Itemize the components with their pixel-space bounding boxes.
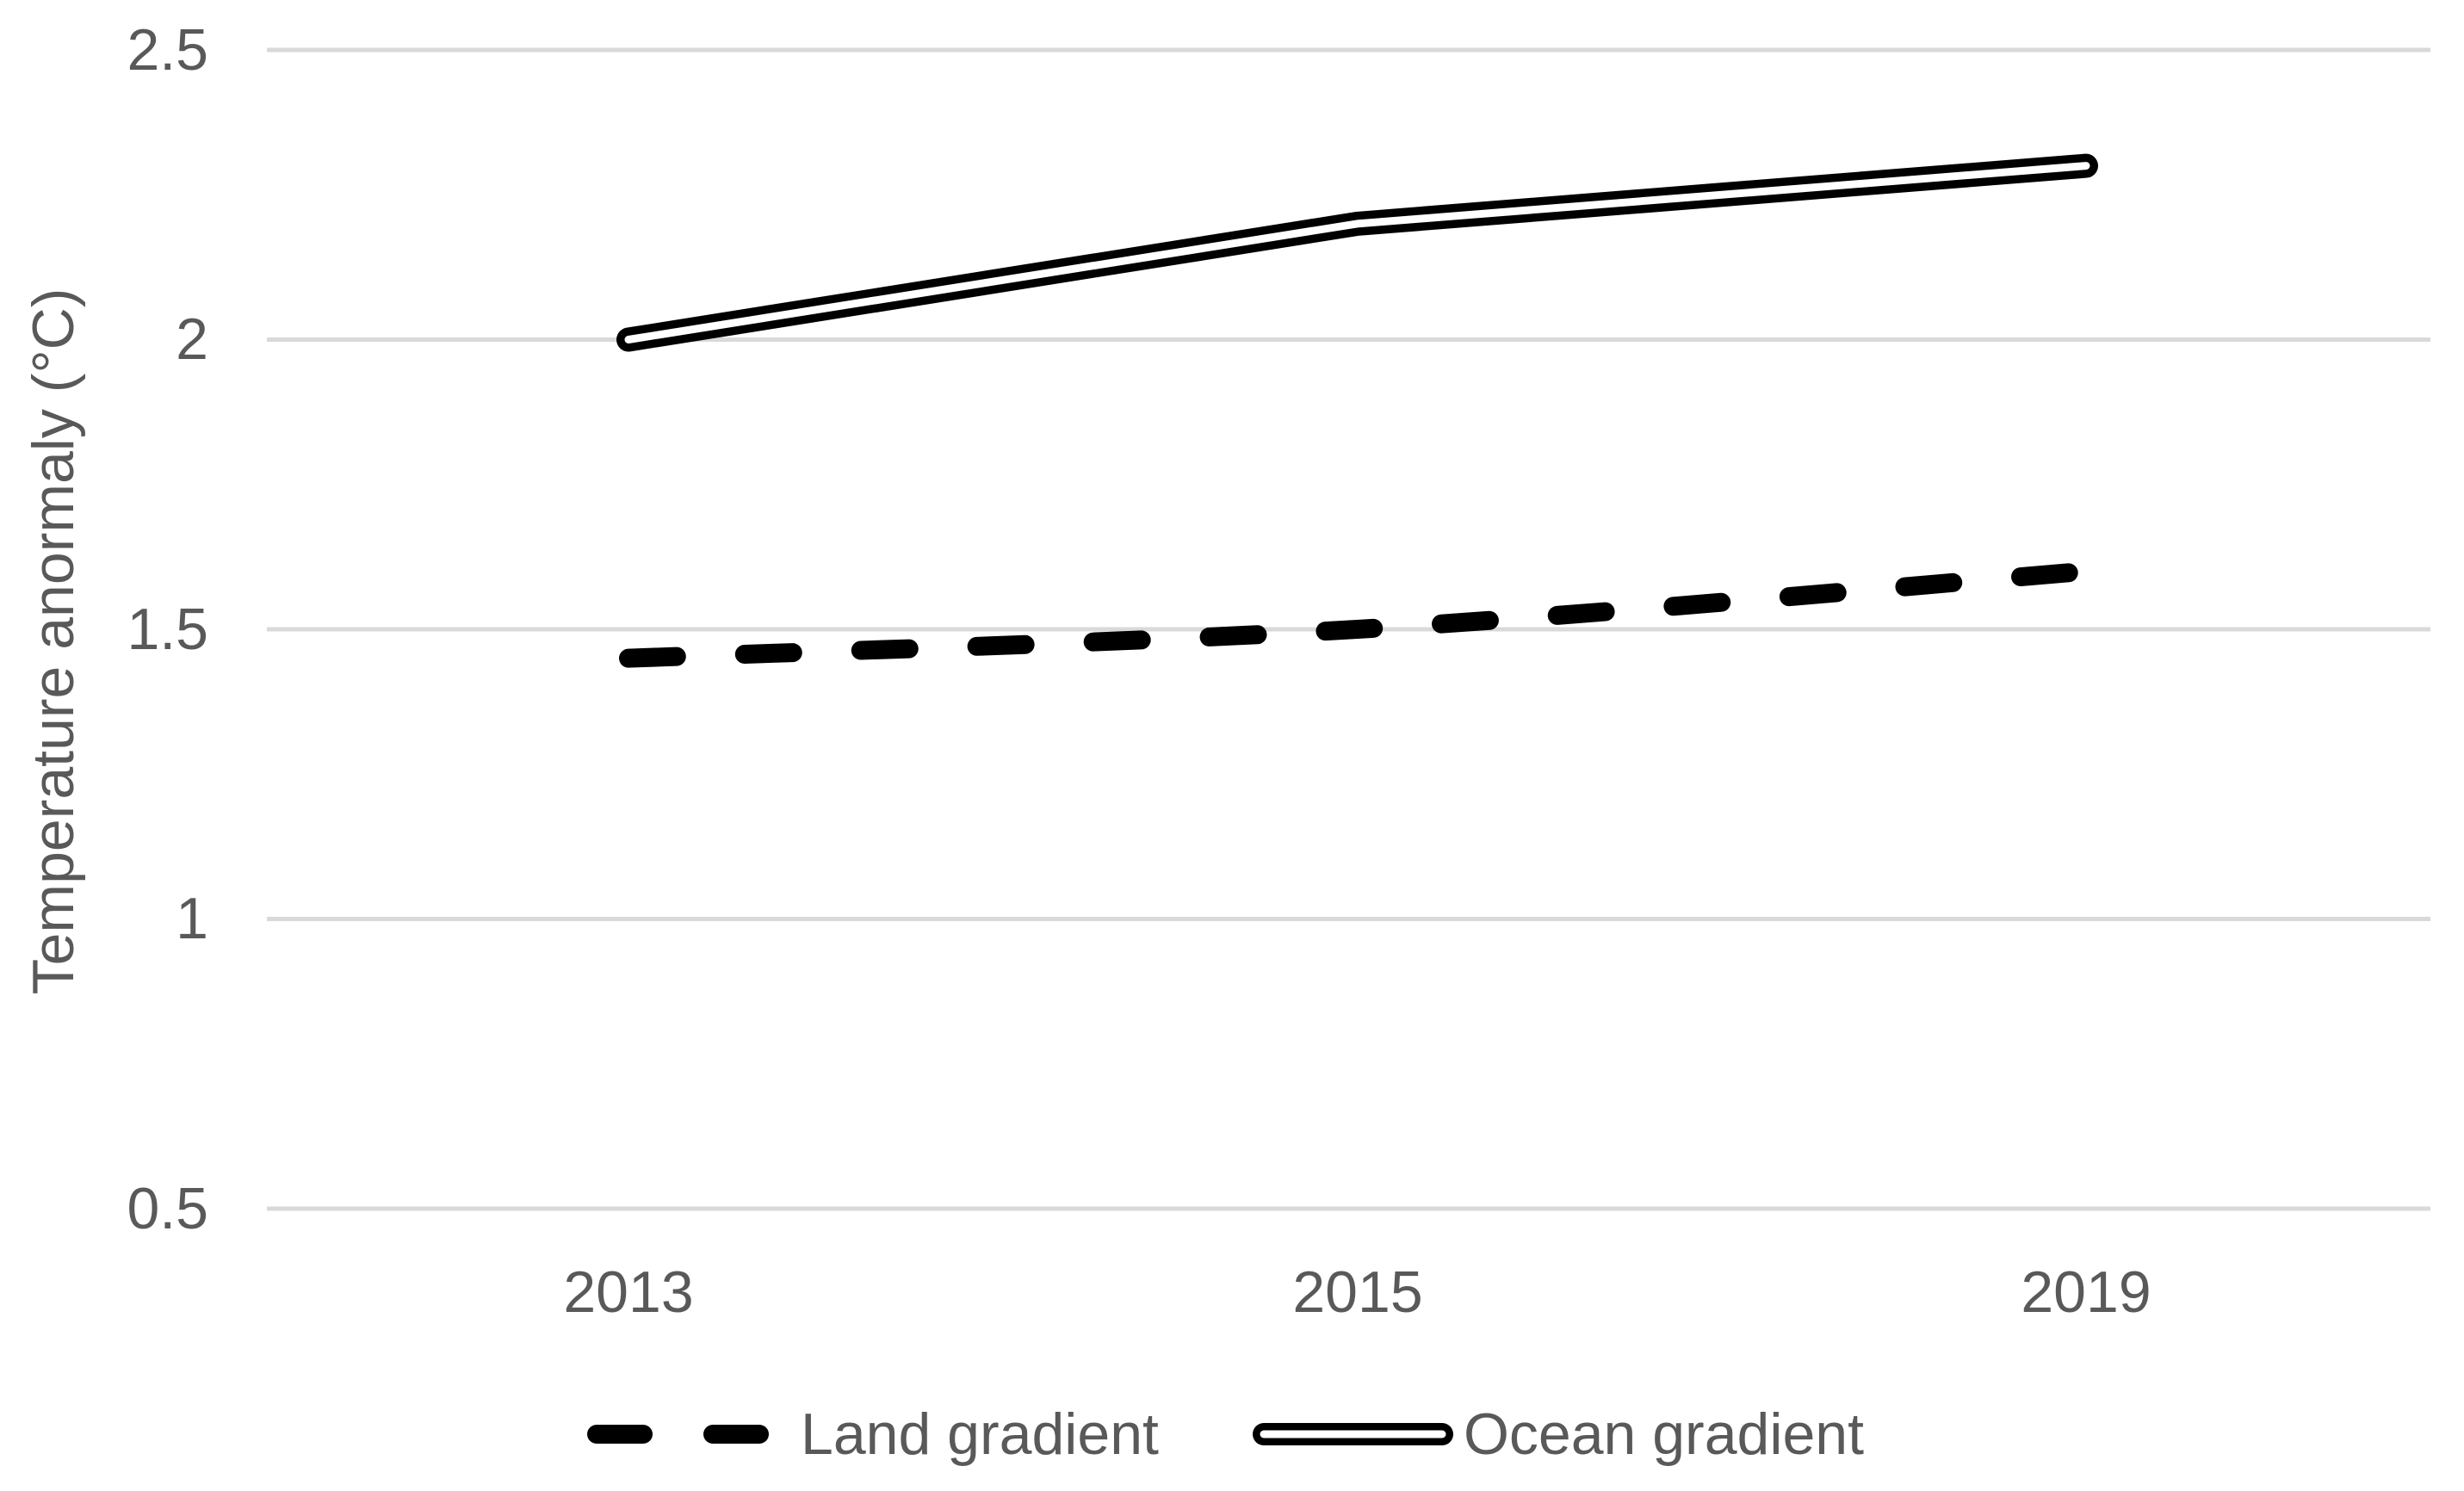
y-tick-label: 2.5 — [127, 17, 208, 83]
ocean-gradient-line-inner — [624, 162, 2090, 343]
thick-dashed-line-icon — [587, 1425, 772, 1444]
x-tick-label: 2019 — [2021, 1259, 2151, 1325]
x-tick-label: 2013 — [563, 1259, 694, 1325]
series-lines — [616, 153, 2098, 668]
legend-label: Land gradient — [801, 1401, 1159, 1467]
y-tick-label: 1.5 — [127, 597, 208, 662]
ocean-gradient-line — [616, 153, 2098, 352]
outlined-tube-line-icon — [1253, 1423, 1453, 1445]
legend-label: Ocean gradient — [1464, 1401, 1864, 1467]
land-gradient-line — [619, 561, 2096, 668]
y-tick-label: 2 — [176, 306, 208, 372]
y-tick-label: 1 — [176, 886, 208, 951]
x-tick-label: 2015 — [1292, 1259, 1423, 1325]
y-tick-label: 0.5 — [127, 1176, 208, 1241]
